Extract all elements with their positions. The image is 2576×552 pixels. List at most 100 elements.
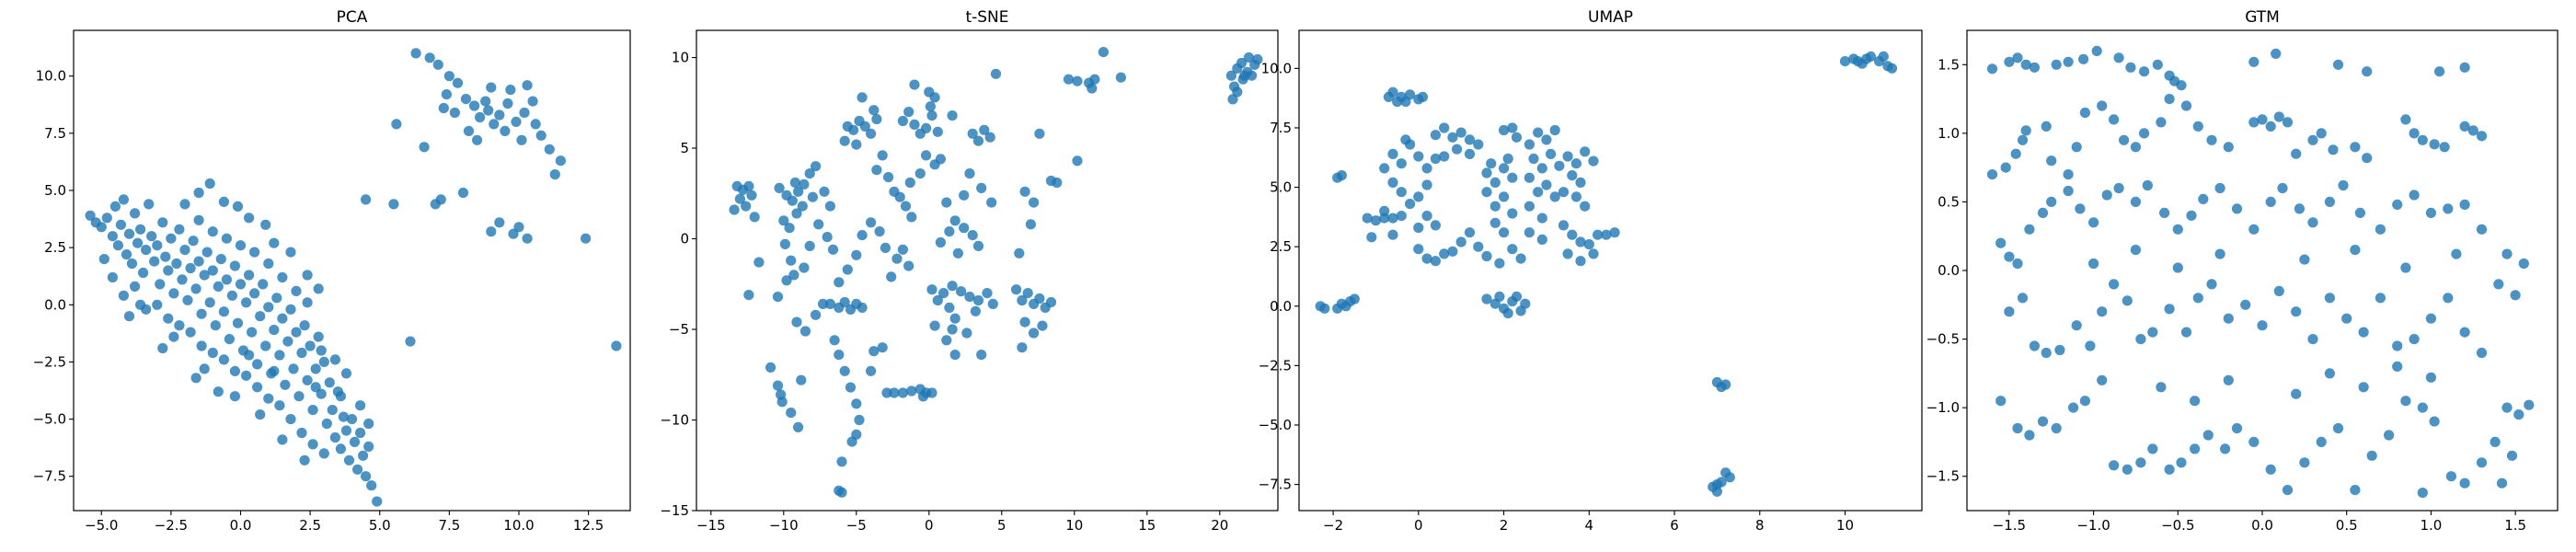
x-tick-label: 0.0 bbox=[230, 517, 252, 534]
data-point bbox=[2159, 207, 2170, 218]
data-point bbox=[926, 284, 937, 295]
data-point bbox=[316, 345, 327, 356]
data-point bbox=[2501, 248, 2513, 259]
data-point bbox=[921, 150, 932, 161]
x-tick-label: −0.5 bbox=[2161, 517, 2194, 534]
data-point bbox=[1502, 153, 1513, 165]
data-point bbox=[2248, 436, 2260, 447]
data-point bbox=[976, 182, 987, 193]
data-point bbox=[791, 208, 802, 219]
x-tick-label: 5 bbox=[997, 517, 1006, 534]
data-point bbox=[1549, 191, 1560, 202]
data-point bbox=[126, 258, 138, 270]
y-tick-label: 10.0 bbox=[1261, 60, 1292, 76]
data-point bbox=[121, 249, 132, 260]
data-point bbox=[857, 230, 868, 241]
data-point bbox=[2152, 59, 2163, 70]
data-point bbox=[410, 48, 421, 59]
data-point bbox=[1336, 170, 1347, 181]
data-point bbox=[746, 190, 757, 201]
data-point bbox=[2041, 347, 2052, 359]
data-point bbox=[335, 443, 346, 454]
data-point bbox=[463, 125, 475, 136]
data-point bbox=[1861, 53, 1872, 64]
data-point bbox=[361, 194, 372, 205]
data-point bbox=[1520, 298, 1531, 309]
data-point bbox=[765, 362, 776, 373]
x-tick-label: −2.5 bbox=[155, 517, 188, 534]
data-point bbox=[866, 217, 877, 228]
data-point bbox=[2341, 313, 2352, 324]
data-point bbox=[1379, 205, 1390, 216]
data-point bbox=[1536, 234, 1547, 245]
data-point bbox=[2223, 313, 2234, 324]
x-tick-label: 12.5 bbox=[573, 517, 604, 534]
data-point bbox=[914, 168, 926, 179]
data-point bbox=[269, 237, 280, 248]
data-point bbox=[819, 186, 830, 197]
data-point bbox=[372, 496, 383, 507]
data-point bbox=[307, 439, 318, 450]
data-point bbox=[2429, 139, 2440, 150]
data-point bbox=[2190, 396, 2201, 407]
data-point bbox=[1387, 177, 1398, 188]
data-point bbox=[313, 331, 324, 342]
data-point bbox=[2206, 134, 2217, 145]
data-point bbox=[921, 122, 932, 133]
data-point bbox=[734, 193, 746, 204]
y-tick-label: −5.0 bbox=[33, 411, 66, 428]
data-point bbox=[2248, 56, 2260, 67]
data-point bbox=[438, 102, 449, 114]
data-point bbox=[2071, 320, 2082, 331]
data-point bbox=[1609, 227, 1620, 238]
data-point bbox=[1524, 172, 1535, 183]
data-point bbox=[299, 320, 310, 331]
data-point bbox=[1252, 53, 1263, 65]
data-point bbox=[486, 82, 497, 93]
data-point bbox=[2392, 340, 2403, 351]
data-point bbox=[1439, 122, 1450, 133]
data-point bbox=[1366, 232, 1377, 243]
data-point bbox=[1439, 151, 1450, 162]
data-point bbox=[1417, 91, 1429, 102]
data-point bbox=[179, 245, 190, 256]
y-tick-label: −2.5 bbox=[33, 353, 66, 370]
data-point bbox=[871, 165, 882, 176]
data-point bbox=[2443, 203, 2454, 214]
data-point bbox=[952, 247, 963, 259]
data-point bbox=[1489, 217, 1501, 228]
data-point bbox=[2375, 224, 2386, 235]
data-point bbox=[1536, 213, 1547, 224]
data-point bbox=[204, 178, 215, 190]
data-point bbox=[729, 204, 740, 215]
data-point bbox=[938, 288, 949, 299]
data-point bbox=[1014, 247, 1025, 259]
data-point bbox=[123, 311, 135, 322]
data-point bbox=[839, 135, 850, 146]
data-point bbox=[2324, 368, 2335, 379]
data-point bbox=[130, 208, 141, 219]
data-point bbox=[1452, 144, 1463, 155]
data-point bbox=[146, 231, 157, 242]
data-point bbox=[269, 365, 280, 376]
data-point bbox=[2451, 248, 2462, 259]
data-point bbox=[868, 105, 880, 116]
data-point bbox=[327, 405, 338, 416]
data-point bbox=[500, 125, 511, 136]
data-point bbox=[229, 391, 240, 402]
data-point bbox=[1986, 63, 1998, 75]
data-point bbox=[483, 105, 494, 116]
data-point bbox=[249, 288, 260, 299]
data-point bbox=[188, 236, 199, 247]
data-point bbox=[190, 283, 201, 294]
data-point bbox=[196, 340, 207, 351]
data-point bbox=[743, 290, 754, 301]
data-point bbox=[581, 233, 592, 244]
data-point bbox=[391, 119, 402, 130]
data-point bbox=[1025, 219, 1036, 230]
data-point bbox=[1017, 342, 1028, 353]
data-point bbox=[2277, 182, 2288, 194]
data-point bbox=[947, 324, 958, 335]
data-point bbox=[909, 79, 920, 90]
data-point bbox=[2231, 422, 2243, 434]
